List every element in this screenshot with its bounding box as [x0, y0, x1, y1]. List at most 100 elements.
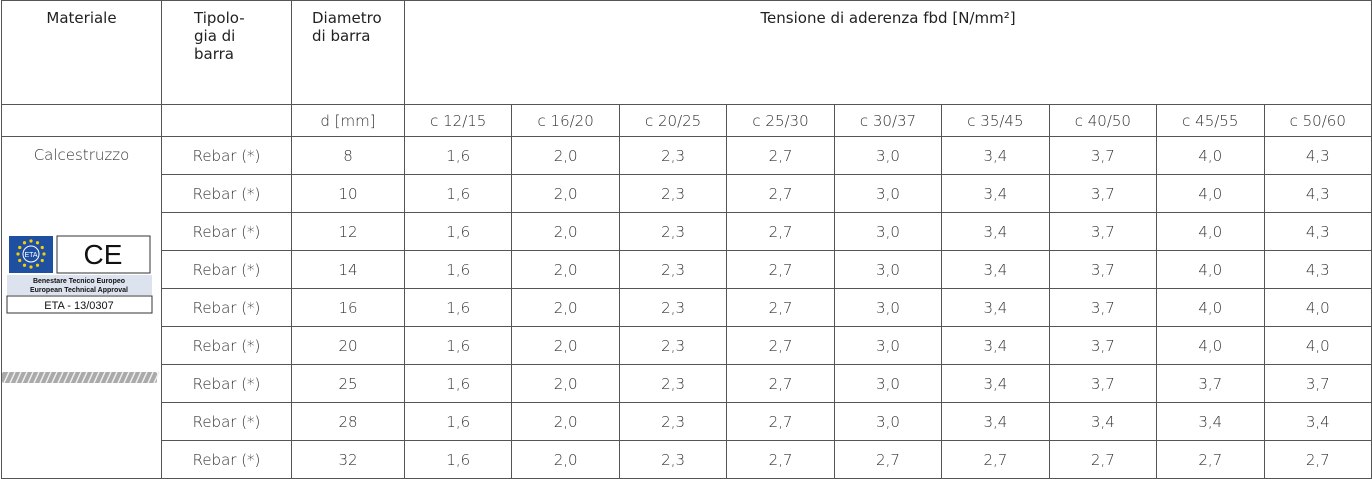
flag-star [16, 252, 19, 255]
data-cell: 2,7 [727, 327, 834, 365]
data-cell: 4,0 [1157, 213, 1264, 251]
data-cell: 2,3 [619, 251, 726, 289]
empty-cell [2, 105, 162, 137]
data-cell: 4,3 [1264, 251, 1372, 289]
flag-star [36, 241, 39, 244]
eta-label: ETA [24, 252, 37, 259]
data-cell: 3,7 [1049, 251, 1156, 289]
data-cell: 1,6 [405, 251, 512, 289]
data-cell: 3,7 [1049, 137, 1156, 175]
data-cell: 1,6 [405, 403, 512, 441]
subheader-cell: d [mm] [292, 105, 405, 137]
data-cell: 2,7 [727, 365, 834, 403]
data-row: Rebar (*)201,62,02,32,73,03,43,74,04,0 [2, 327, 1372, 365]
data-cell: 4,0 [1264, 289, 1372, 327]
subheader-cell: c 35/45 [942, 105, 1049, 137]
data-cell: 3,7 [1049, 213, 1156, 251]
data-cell: 3,4 [942, 251, 1049, 289]
data-cell: 3,0 [834, 289, 941, 327]
data-cell: 3,4 [942, 137, 1049, 175]
logo-code: ETA - 13/0307 [44, 300, 114, 312]
data-row: CalcestruzzoETACEBenestare Tecnico Europ… [2, 137, 1372, 175]
data-cell: 3,7 [1049, 289, 1156, 327]
data-cell: 4,3 [1264, 175, 1372, 213]
data-cell: 3,4 [942, 365, 1049, 403]
data-cell: 2,7 [727, 403, 834, 441]
subheader-cell: c 16/20 [512, 105, 619, 137]
flag-star [41, 259, 44, 262]
data-cell: 2,0 [512, 289, 619, 327]
data-cell: 16 [292, 289, 405, 327]
data-cell: 2,3 [619, 213, 726, 251]
subheader-cell: c 12/15 [405, 105, 512, 137]
data-cell: 3,0 [834, 251, 941, 289]
data-cell: 2,7 [727, 137, 834, 175]
ce-mark: CE [84, 239, 123, 270]
data-cell: 3,7 [1049, 175, 1156, 213]
data-cell: Rebar (*) [162, 441, 292, 479]
data-cell: 28 [292, 403, 405, 441]
subheader-cell: c 25/30 [727, 105, 834, 137]
header-text: Tipolo-gia di barra [194, 9, 256, 63]
data-cell: 2,7 [1049, 441, 1156, 479]
data-cell: Rebar (*) [162, 137, 292, 175]
data-cell: 3,0 [834, 213, 941, 251]
data-cell: 2,0 [512, 365, 619, 403]
data-cell: 2,7 [727, 175, 834, 213]
data-cell: 1,6 [405, 365, 512, 403]
data-cell: 3,7 [1157, 365, 1264, 403]
data-cell: 2,3 [619, 327, 726, 365]
data-cell: Rebar (*) [162, 327, 292, 365]
data-cell: 1,6 [405, 289, 512, 327]
data-cell: Rebar (*) [162, 365, 292, 403]
data-row: Rebar (*)141,62,02,32,73,03,43,74,04,3 [2, 251, 1372, 289]
subheader-cell: c 30/37 [834, 105, 941, 137]
data-cell: Rebar (*) [162, 289, 292, 327]
header-cell: Diametro di barra [292, 1, 405, 105]
data-cell: 2,7 [727, 213, 834, 251]
data-cell: 2,3 [619, 175, 726, 213]
flag-star [18, 246, 21, 249]
data-cell: 4,0 [1157, 251, 1264, 289]
data-cell: 3,4 [942, 175, 1049, 213]
data-cell: 3,4 [1264, 403, 1372, 441]
data-cell: 2,0 [512, 213, 619, 251]
data-cell: 3,4 [942, 327, 1049, 365]
data-cell: 3,0 [834, 137, 941, 175]
data-cell: 4,0 [1157, 289, 1264, 327]
header-text: Diametro di barra [312, 9, 388, 45]
header-cell: Tensione di aderenza fbd [N/mm²] [405, 1, 1372, 105]
subheader-cell: c 45/55 [1157, 105, 1264, 137]
data-cell: 3,4 [1157, 403, 1264, 441]
data-cell: Rebar (*) [162, 403, 292, 441]
data-cell: 4,0 [1157, 137, 1264, 175]
data-cell: 1,6 [405, 137, 512, 175]
material-box: CalcestruzzoETACEBenestare Tecnico Europ… [2, 137, 161, 477]
data-cell: 1,6 [405, 213, 512, 251]
data-cell: 4,3 [1264, 137, 1372, 175]
subheader-cell: c 40/50 [1049, 105, 1156, 137]
flag-star [29, 265, 32, 268]
data-cell: 3,4 [1049, 403, 1156, 441]
flag-star [18, 259, 21, 262]
data-cell: 3,7 [1049, 365, 1156, 403]
data-cell: 3,7 [1264, 365, 1372, 403]
logo-line: Benestare Tecnico Europeo [33, 278, 125, 285]
data-cell: 2,3 [619, 441, 726, 479]
data-cell: 1,6 [405, 441, 512, 479]
data-cell: 2,0 [512, 327, 619, 365]
header-text: Tensione di aderenza fbd [N/mm²] [760, 9, 1015, 27]
data-cell: 3,0 [834, 175, 941, 213]
data-cell: 2,7 [942, 441, 1049, 479]
data-cell: 25 [292, 365, 405, 403]
data-cell: 4,0 [1157, 175, 1264, 213]
data-cell: Rebar (*) [162, 213, 292, 251]
data-cell: 2,0 [512, 441, 619, 479]
data-cell: Rebar (*) [162, 251, 292, 289]
